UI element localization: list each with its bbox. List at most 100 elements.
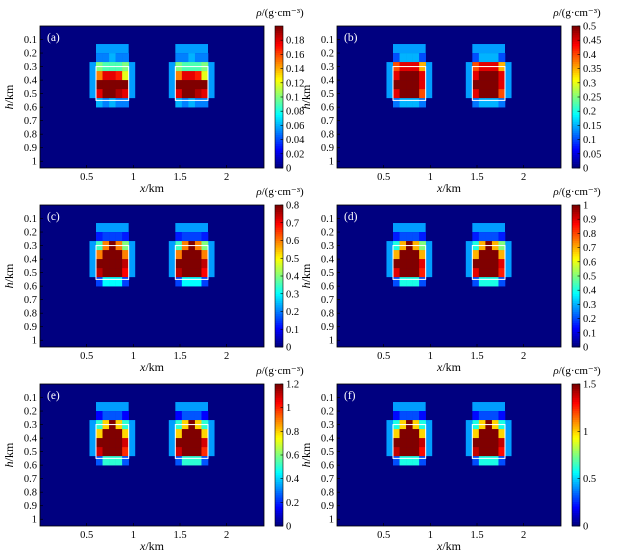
heatmap-cell xyxy=(485,411,493,421)
colorbar-step xyxy=(275,289,283,292)
y-tick-label: 0.7 xyxy=(321,474,334,485)
heatmap-cell xyxy=(478,411,486,421)
colorbar-step xyxy=(275,388,283,392)
y-tick-label: 0.2 xyxy=(321,49,334,60)
colorbar-step xyxy=(275,335,283,339)
heatmap-cell xyxy=(175,268,183,278)
colorbar-step xyxy=(275,163,283,167)
colorbar-step xyxy=(275,70,283,73)
heatmap-cell xyxy=(109,429,116,439)
colorbar-step xyxy=(572,342,580,346)
colorbar-step xyxy=(572,97,580,100)
heatmap-cell xyxy=(406,277,413,287)
heatmap-cell xyxy=(188,71,196,81)
colorbar-step xyxy=(275,30,283,34)
x-tick-label: 1 xyxy=(428,530,433,541)
heatmap-cell xyxy=(399,456,407,466)
colorbar-step xyxy=(275,152,283,156)
y-tick-label: 0.2 xyxy=(24,407,37,418)
colorbar-tick-label: 1.5 xyxy=(583,380,596,391)
y-tick-label: 0.8 xyxy=(24,488,37,499)
colorbar-step xyxy=(275,220,283,224)
colorbar-step xyxy=(275,419,283,423)
colorbar-tick-label: 0.3 xyxy=(583,300,596,311)
heatmap-cell xyxy=(181,456,189,466)
y-tick-label: 0.7 xyxy=(24,295,37,306)
colorbar-step xyxy=(572,231,580,235)
colorbar-step xyxy=(572,415,580,418)
heatmap-cell xyxy=(188,429,196,439)
colorbar-step xyxy=(275,443,283,447)
heatmap-cell xyxy=(412,411,420,421)
colorbar-step xyxy=(572,419,580,423)
heatmap-cell xyxy=(419,71,426,81)
colorbar: 0 0.1 0.2 0.3 0.4 0.5 0.6 0.7 0.8 0.9 1 ρ/(g·cm⁻³) xyxy=(552,186,601,354)
colorbar-step xyxy=(275,298,283,301)
heatmap-cell xyxy=(122,447,129,457)
heatmap-halo-cell xyxy=(386,62,393,99)
colorbar-tick-label: 0.1 xyxy=(286,325,299,336)
colorbar-tick-label: 1.2 xyxy=(286,380,299,391)
colorbar-step xyxy=(275,231,283,235)
x-tick-label: 1 xyxy=(428,172,433,183)
colorbar-step xyxy=(572,439,580,443)
x-tick-label: 1.5 xyxy=(173,172,186,183)
colorbar-tick-label: 0.2 xyxy=(286,307,299,318)
heatmap-cell xyxy=(181,411,189,421)
heatmap-halo-cell xyxy=(89,62,96,99)
y-tick-label: 0.6 xyxy=(24,282,37,293)
colorbar-step xyxy=(275,213,283,217)
colorbar-step xyxy=(275,48,283,51)
y-tick-label: 0.8 xyxy=(321,309,334,320)
heatmap-cell xyxy=(201,268,209,278)
heatmap-background xyxy=(40,26,264,168)
colorbar-step xyxy=(572,88,580,91)
colorbar-step xyxy=(275,119,283,122)
colorbar-step xyxy=(275,123,283,127)
colorbar-step xyxy=(275,136,283,140)
heatmap-halo-cell xyxy=(465,241,473,278)
colorbar-step xyxy=(572,397,580,400)
heatmap-cell xyxy=(419,438,426,448)
colorbar-step xyxy=(275,517,283,520)
heatmap-cell xyxy=(102,232,110,242)
colorbar-tick-label: 0.12 xyxy=(286,78,304,89)
colorbar-step xyxy=(275,271,283,275)
heatmap-halo-cell xyxy=(175,402,208,412)
heatmap-cell xyxy=(399,89,407,99)
colorbar-step xyxy=(275,74,283,78)
heatmap-cell xyxy=(485,438,493,448)
heatmap-cell xyxy=(498,71,506,81)
colorbar-step xyxy=(275,284,283,288)
colorbar-step xyxy=(572,412,580,416)
colorbar-step xyxy=(275,501,283,505)
colorbar-step xyxy=(572,50,580,54)
colorbar-step xyxy=(275,236,283,239)
heatmap-cell xyxy=(122,411,129,421)
colorbar-step xyxy=(275,512,283,516)
colorbar-step xyxy=(275,318,283,321)
heatmap-cell xyxy=(393,277,400,287)
y-tick-label: 0.4 xyxy=(24,255,38,266)
y-tick-label: 0.1 xyxy=(321,214,334,225)
heatmap-cell xyxy=(406,53,413,63)
colorbar-step xyxy=(572,72,580,76)
heatmap-cell xyxy=(194,447,202,457)
colorbar-step xyxy=(572,512,580,516)
colorbar-step xyxy=(572,37,580,40)
colorbar-step xyxy=(572,410,580,414)
panel-label: (a) xyxy=(47,32,60,44)
colorbar-tick-label: 0.18 xyxy=(286,36,304,47)
colorbar-step xyxy=(275,510,283,514)
heatmap-cell xyxy=(485,232,493,242)
colorbar-step xyxy=(572,291,580,295)
colorbar-step xyxy=(275,262,283,266)
colorbar-tick-label: 0.8 xyxy=(286,427,299,438)
colorbar-step xyxy=(572,205,580,208)
colorbar-tick-label: 0 xyxy=(583,343,588,354)
colorbar-step xyxy=(275,249,283,252)
colorbar-step xyxy=(572,521,580,525)
colorbar-step xyxy=(275,450,283,454)
heatmap-cell xyxy=(201,447,209,457)
heatmap-cell xyxy=(406,447,413,457)
